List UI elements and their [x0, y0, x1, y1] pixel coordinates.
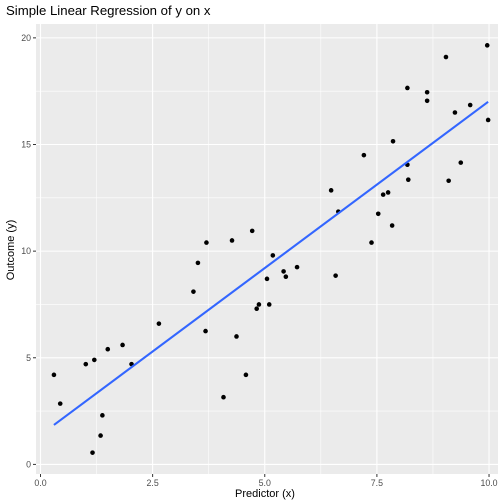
- data-point: [389, 223, 395, 228]
- data-point: [485, 117, 491, 123]
- data-point: [333, 273, 338, 278]
- data-point: [443, 54, 449, 60]
- data-point: [221, 394, 226, 400]
- data-point: [385, 190, 391, 195]
- data-point: [51, 372, 57, 378]
- data-point: [229, 238, 235, 243]
- data-point: [254, 306, 259, 312]
- data-point: [467, 102, 473, 108]
- y-tick-label: 5: [26, 353, 31, 363]
- data-point: [446, 178, 451, 184]
- data-point: [83, 361, 89, 367]
- data-point: [369, 240, 374, 245]
- data-point: [120, 342, 125, 348]
- y-tick-label: 0: [26, 459, 31, 469]
- y-axis-label: Outcome (y): [5, 220, 17, 281]
- data-point: [105, 346, 111, 352]
- data-point: [484, 43, 490, 48]
- grid-major: [36, 24, 498, 474]
- y-axis-ticks: 0 5 10 15 20: [21, 33, 36, 469]
- data-point: [270, 253, 276, 258]
- x-tick-label: 5.0: [259, 478, 271, 488]
- data-point: [249, 228, 255, 234]
- data-point: [191, 289, 196, 294]
- data-point: [100, 413, 105, 418]
- data-points: [51, 43, 491, 455]
- data-point: [243, 372, 249, 378]
- data-point: [204, 240, 209, 245]
- data-point: [195, 260, 201, 266]
- y-tick-label: 10: [21, 246, 31, 256]
- data-point: [375, 211, 381, 217]
- data-point: [90, 450, 95, 455]
- regression-line: [53, 101, 489, 426]
- y-tick-label: 15: [21, 139, 31, 149]
- data-point: [266, 302, 272, 307]
- data-point: [98, 433, 103, 438]
- data-point: [458, 160, 464, 165]
- plot-panel: [36, 24, 498, 474]
- data-point: [424, 89, 430, 95]
- data-point: [452, 110, 458, 115]
- data-point: [234, 334, 239, 339]
- data-point: [264, 276, 270, 282]
- x-axis-label: Predictor (x): [235, 488, 295, 500]
- data-point: [203, 328, 208, 334]
- x-axis-ticks: 0.0 2.5 5.0 7.5 10.0: [34, 474, 498, 488]
- chart-title: Simple Linear Regression of y on x: [6, 3, 211, 18]
- y-tick-label: 20: [21, 33, 31, 43]
- x-tick-label: 10.0: [480, 478, 497, 488]
- data-point: [283, 274, 289, 280]
- data-point: [390, 138, 396, 144]
- data-point: [281, 269, 286, 274]
- data-point: [156, 321, 162, 326]
- x-tick-label: 7.5: [371, 478, 383, 488]
- data-point: [57, 401, 63, 406]
- data-point: [424, 98, 430, 104]
- data-point: [361, 152, 367, 158]
- data-point: [294, 264, 300, 270]
- data-point: [92, 357, 97, 363]
- x-tick-label: 0.0: [34, 478, 46, 488]
- data-point: [256, 302, 262, 307]
- data-point: [405, 85, 410, 91]
- data-point: [328, 188, 334, 193]
- x-tick-label: 2.5: [147, 478, 159, 488]
- data-point: [405, 177, 411, 182]
- data-point: [380, 192, 386, 197]
